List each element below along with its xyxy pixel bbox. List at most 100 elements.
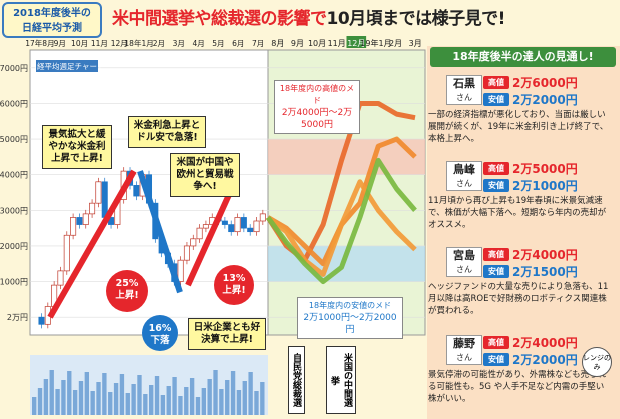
expert-honorific: さん [456,265,472,274]
x-tick-label: 12月 [111,39,128,48]
forecast-series-line [266,179,417,277]
headline-red: 米中間選挙や総裁選の影響で [112,9,327,29]
x-tick-label: 11月 [328,39,346,48]
volume-bar [149,385,154,415]
candle [240,217,247,229]
y-tick-label: 5000円 [0,135,28,144]
high-range-value: 2万4000円〜2万5000円 [281,108,353,130]
expert-low: 2万2000円 [512,353,578,367]
volume-bar [213,370,218,415]
candle [234,217,241,233]
badge-up-13-word: 上昇! [222,285,246,296]
badge-up-13: 13% 上昇! [214,265,254,305]
expert-note: レンジのみ [582,347,612,377]
volume-bar [242,381,247,415]
low-tag: 安値 [483,265,509,278]
volume-bar [189,378,195,415]
low-tag: 安値 [483,93,509,106]
expert-card: 宮島 さん 高値 2万4000円 安値 2万1500円 ヘッジファンドの大量な売り… [428,245,616,321]
note-ldp-election: 自民党総裁選 [288,346,305,414]
candle [38,316,45,325]
trend-up-arrow-2 [185,191,233,287]
volume-bar [160,395,166,415]
expert-name: 宮島 さん [446,247,482,277]
volume-bar [84,372,89,415]
volume-bar [172,377,177,415]
volume-bar [184,387,189,415]
high-tag: 高値 [483,162,509,175]
x-tick-label: 2月 [153,39,165,48]
candle [196,227,203,240]
expert-comment: 11月頃から再び上昇も19年春頃に米景気減速で、株価が大幅下落へ。短期なら年内の… [428,196,607,230]
candle [247,227,254,233]
volume-bar [225,380,230,415]
x-tick-label: 17年8月 [25,38,54,48]
candle [202,224,209,229]
headline-rest: 10月頃までは様子見で! [326,9,506,29]
volume-bar [131,384,136,415]
y-tick-label: 2万円 [7,313,28,322]
volume-bar [113,383,119,415]
callout-earnings-text: 日米企業とも好決算で上昇! [193,322,261,345]
badge-up-25: 25% 上昇! [106,270,148,312]
expert-card: 石黒 さん 高値 2万6000円 安値 2万2000円 一部の経済指標が悪化してお… [428,73,616,149]
high-tag: 高値 [483,76,509,89]
low-range-box: 18年度内の安値のメド 2万1000円〜2万2000円 [297,297,403,339]
expert-name: 藤野 さん [446,335,482,365]
page-title: 米中間選挙や総裁選の影響で10月頃までは様子見で! [112,4,505,29]
candle [177,259,184,282]
badge-up-25-pct: 25% [115,278,139,289]
volume-bar [37,388,43,415]
volume-bar [96,382,101,415]
y-tick-label: 1000円 [0,278,28,287]
volume-bar [248,372,253,415]
expert-comment: 一部の経済指標が悪化しており、当面は厳しい展開が続くが、19年に米金利引き上げ終… [428,110,609,144]
expert-honorific: さん [456,179,472,188]
expert-high: 2万5000円 [512,162,578,176]
x-tick-label: 2月 [389,39,402,48]
callout-earnings: 日米企業とも好決算で上昇! [188,318,266,350]
volume-bar [49,370,54,415]
candle [253,220,260,233]
x-tick-label: 7月 [252,39,264,48]
badge-down-16: 16% 下落 [142,315,178,351]
y-tick-label: 2万7000円 [0,64,28,73]
expert-high: 2万6000円 [512,76,578,90]
volume-bar [254,391,259,415]
volume-bar [32,397,37,415]
candle [190,238,197,247]
candle [70,217,77,236]
volume-bar [55,389,60,415]
candle [57,270,64,286]
x-tick-label: 11月 [91,39,108,48]
x-tick-label: 10月 [308,39,326,48]
candle [82,213,89,225]
callout-easing-text: 景気拡大と緩やかな米金利上昇で上昇! [48,129,106,164]
note-us-midterms: 米国の中間選挙 [326,346,356,414]
volume-bar [137,375,142,415]
forecast-badge-line1: 2018年度後半の [13,8,91,19]
volume-bar [119,374,125,415]
expert-comment: 景気停滞の可能性があり、外需株なども売られる可能性も。5G や人手不足など内需の… [428,370,607,404]
forecast-badge: 2018年度後半の 日経平均予測 [2,2,102,38]
high-tag: 高値 [483,336,509,349]
callout-trade-war: 米国が中国や欧州と貿易戦争へ! [170,153,240,197]
x-tick-label: 3月 [173,39,185,48]
expert-high: 2万4000円 [512,336,578,350]
x-tick-label: 8月 [271,39,284,48]
chart-title-bg [36,60,98,72]
badge-up-13-pct: 13% [222,273,246,284]
expert-low: 2万1000円 [512,179,578,193]
x-tick-label: 5月 [212,39,224,48]
trend-down-arrow [137,170,183,294]
y-tick-label: 4000円 [0,171,28,180]
volume-bar [195,397,201,415]
y-tick-label: 2000円 [0,242,28,251]
expert-card: 藤野 さん 高値 2万4000円 安値 2万2000円 景気停滞の可能性があり、外… [428,333,616,409]
volume-bar [230,371,236,415]
x-tick-label: 18年1月 [124,38,153,48]
expert-high: 2万4000円 [512,248,578,262]
x-tick-label: 9月 [291,39,304,48]
expert-card: 鳥峰 さん 高値 2万5000円 安値 2万1000円 11月頃から再び上昇も19… [428,159,616,235]
